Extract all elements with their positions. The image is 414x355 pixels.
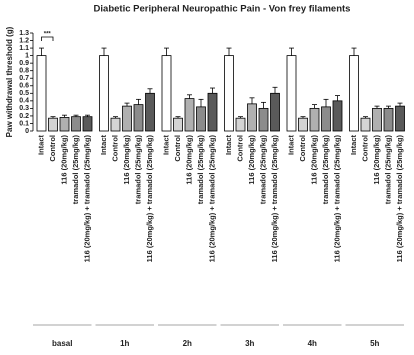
bar-label: Control [173, 135, 182, 162]
bar-label: 116 (20mg/kg) + tramadol (25mg/kg) [145, 135, 154, 263]
bar [309, 107, 320, 132]
bar-label: Intact [161, 135, 170, 156]
bar [196, 106, 206, 132]
x-tick-label: 3h [245, 339, 254, 348]
bar [235, 117, 246, 132]
bar [99, 55, 109, 132]
bar [48, 117, 58, 132]
x-tick-label: basal [52, 339, 72, 348]
x-tick-label: 5h [370, 339, 379, 348]
bar-label: Intact [286, 135, 295, 156]
bar [224, 55, 234, 132]
bar-label: Intact [36, 135, 45, 156]
y-tick-label: 0.7 [19, 75, 29, 82]
annotation: *** [44, 32, 52, 38]
bar-label: 116 (20mg/kg) [184, 135, 193, 185]
bar [36, 55, 47, 132]
bar-label: 116 (20mg/kg) [309, 135, 318, 185]
x-tick-label: 2h [183, 339, 192, 348]
bar [59, 117, 70, 132]
y-tick-label: 0.6 [19, 83, 29, 90]
bar-label: 116 (20mg/kg) + tramadol (25mg/kg) [332, 135, 341, 263]
chart-title: Diabetic Peripheral Neuropathic Pain - V… [94, 4, 351, 15]
bar [395, 105, 405, 132]
bar [207, 92, 218, 132]
bar [122, 105, 132, 132]
y-tick-label: 0.5 [19, 90, 29, 97]
bar-label: tramadol (25mg/kg) [258, 135, 267, 205]
bar [332, 100, 343, 132]
bar [321, 106, 331, 132]
bar [145, 92, 155, 132]
bar-label: Control [360, 135, 369, 162]
bar [184, 98, 195, 132]
bar [161, 55, 172, 132]
bar [258, 107, 269, 132]
bar [133, 104, 144, 132]
y-tick-label: 1.3 [19, 30, 29, 37]
bar-label: 116 (20mg/kg) + tramadol (25mg/kg) [82, 135, 91, 263]
bar [372, 107, 382, 132]
bar-label: tramadol (25mg/kg) [196, 135, 205, 205]
y-tick-label: 0.4 [19, 98, 29, 105]
bar-label: 116 (20mg/kg) + tramadol (25mg/kg) [207, 135, 216, 263]
bar [82, 116, 93, 132]
bar [247, 103, 257, 132]
y-tick-label: 1.2 [19, 37, 29, 44]
bar-label: 116 (20mg/kg) [247, 135, 256, 185]
bar-label: Intact [349, 135, 358, 156]
bar [286, 55, 297, 132]
y-tick-label: 0.9 [19, 60, 29, 67]
y-tick-label: 0.8 [19, 68, 29, 75]
y-tick-label: 0.2 [19, 113, 29, 120]
bar-label: tramadol (25mg/kg) [71, 135, 80, 205]
bar [173, 117, 183, 132]
bar [298, 117, 308, 132]
bar [270, 92, 280, 132]
significance-bracket [41, 36, 54, 41]
bar-label: 116 (20mg/kg) [59, 135, 68, 185]
y-tick-label: 1.1 [19, 45, 29, 52]
bar [110, 117, 121, 132]
bar-label: Control [298, 135, 307, 162]
y-tick-label: 0.1 [19, 120, 29, 127]
bar [349, 55, 359, 132]
bar-label: tramadol (25mg/kg) [383, 135, 392, 205]
bar-label: 116 (20mg/kg) [372, 135, 381, 185]
bar-label: 116 (20mg/kg) [122, 135, 131, 185]
y-tick-label: 0 [25, 128, 29, 135]
bar-label: Control [235, 135, 244, 162]
bar-label: tramadol (25mg/kg) [133, 135, 142, 205]
bar [383, 107, 394, 132]
bar [360, 117, 371, 132]
bar-label: Intact [224, 135, 233, 156]
y-axis-label: Paw withdrawal threshold (g) [5, 26, 14, 137]
x-tick-label: 4h [308, 339, 317, 348]
y-tick-label: 0.3 [19, 105, 29, 112]
bar-label: Intact [99, 135, 108, 156]
y-tick-label: 1 [25, 52, 29, 59]
bar-label: tramadol (25mg/kg) [321, 135, 330, 205]
x-tick-label: 1h [120, 339, 129, 348]
bar-label: 116 (20mg/kg) + tramadol (25mg/kg) [270, 135, 279, 263]
bar [71, 116, 81, 132]
bar-label: 116 (20mg/kg) + tramadol (25mg/kg) [395, 135, 404, 263]
bar-label: Control [110, 135, 119, 162]
bar-label: Control [48, 135, 57, 162]
